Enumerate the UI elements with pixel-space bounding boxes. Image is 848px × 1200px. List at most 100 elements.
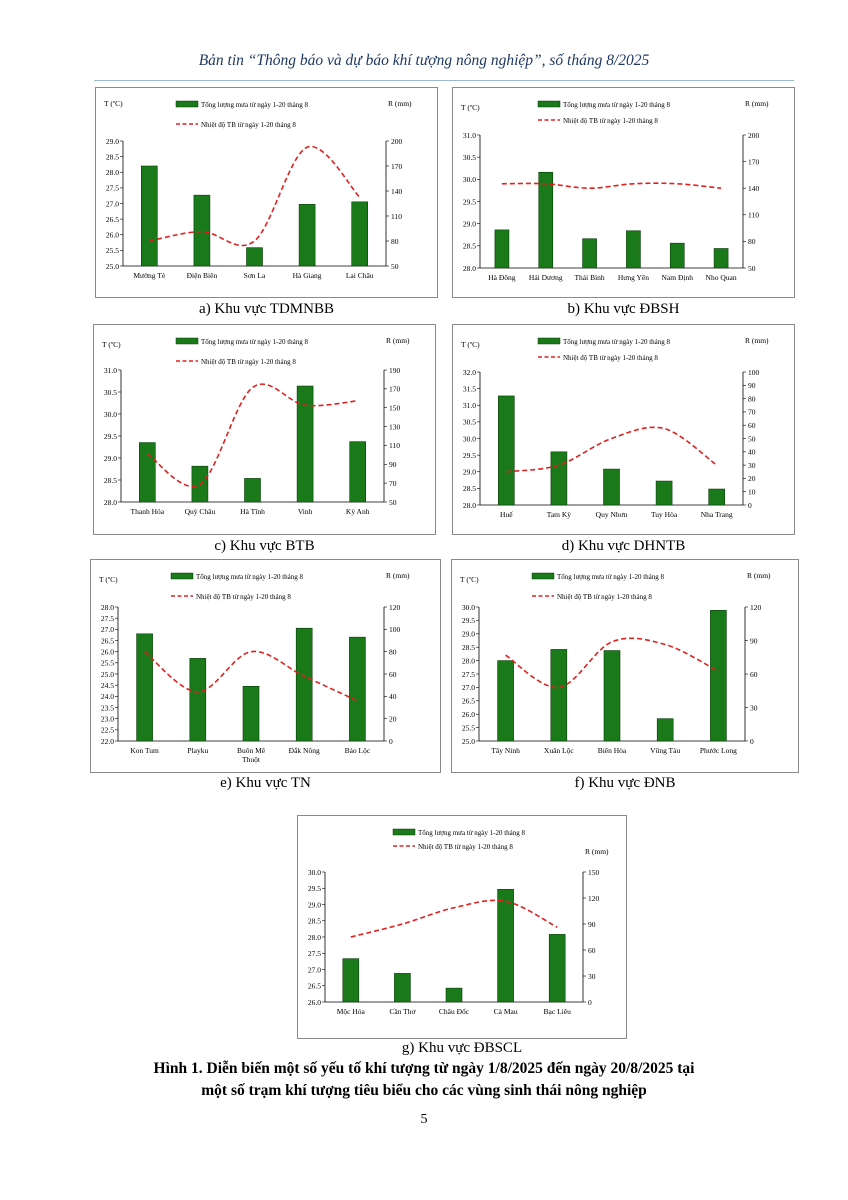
category-label: Đắk Nông xyxy=(289,746,320,755)
left-tick-label: 29.0 xyxy=(462,630,475,639)
category-label: Vinh xyxy=(298,507,313,516)
left-tick-label: 25.0 xyxy=(462,737,475,746)
right-tick-label: 50 xyxy=(389,498,397,507)
rain-bar xyxy=(538,171,554,269)
category-label: Kon Tum xyxy=(130,746,159,755)
rain-bar xyxy=(298,204,316,267)
right-tick-label: 90 xyxy=(750,636,758,645)
rain-bar xyxy=(193,194,211,267)
caption-btb: c) Khu vực BTB xyxy=(214,538,315,554)
left-tick-label: 30.0 xyxy=(463,175,476,184)
rain-bar xyxy=(708,488,725,506)
left-tick-label: 27.0 xyxy=(101,625,114,634)
category-label: Châu Đốc xyxy=(439,1007,470,1016)
chart-plot: 26.0 26.5 27.0 27.5 28.0 28.5 29.0 29.5 30.0 0 30 6… xyxy=(308,828,609,1016)
right-tick-label: 80 xyxy=(389,647,397,656)
category-label: Biên Hòa xyxy=(598,746,627,755)
right-tick-label: 110 xyxy=(389,441,400,450)
rain-bar xyxy=(626,230,641,269)
legend-bar-label: Tổng lượng mưa từ ngày 1-20 tháng 8 xyxy=(196,573,304,581)
left-tick-label: 26.0 xyxy=(462,710,475,719)
legend-bar-swatch xyxy=(175,100,199,108)
category-label: Cần Thơ xyxy=(389,1007,416,1016)
right-tick-label: 200 xyxy=(391,137,403,146)
legend-bar-swatch xyxy=(537,100,561,108)
left-tick-label: 28.5 xyxy=(104,476,117,485)
rain-bar xyxy=(669,242,685,269)
left-tick-label: 29.5 xyxy=(463,197,476,206)
right-axis-title: R (mm) xyxy=(745,99,769,108)
left-tick-label: 29.0 xyxy=(463,468,476,477)
right-tick-label: 0 xyxy=(748,501,752,510)
category-label: Hà Tĩnh xyxy=(240,507,265,516)
right-tick-label: 190 xyxy=(389,366,401,375)
rain-bar xyxy=(246,247,263,267)
left-tick-label: 23.5 xyxy=(101,703,114,712)
left-tick-label: 28.5 xyxy=(308,917,321,926)
category-label: Bảo Lộc xyxy=(345,746,371,755)
caption-tn: e) Khu vực TN xyxy=(220,775,311,791)
right-tick-label: 20 xyxy=(389,714,397,723)
right-tick-label: 170 xyxy=(391,162,403,171)
left-tick-label: 25.0 xyxy=(101,670,114,679)
category-label: Hà Giang xyxy=(293,271,322,280)
left-tick-label: 27.5 xyxy=(106,184,119,193)
caption-tdmnbb: a) Khu vực TDMNBB xyxy=(199,301,334,317)
chart-dnb: 25.0 25.5 26.0 26.5 27.0 27.5 28.0 28.5 29.0 29.5… xyxy=(451,559,799,773)
right-axis-title: R (mm) xyxy=(585,847,609,856)
caption-dhntb: d) Khu vực DHNTB xyxy=(561,538,686,554)
temperature-line xyxy=(505,637,719,689)
category-label: Kỳ Anh xyxy=(346,507,370,516)
legend-bar-label: Tổng lượng mưa từ ngày 1-20 tháng 8 xyxy=(201,101,309,109)
rain-bar xyxy=(582,238,597,269)
right-tick-label: 130 xyxy=(389,422,401,431)
right-tick-label: 170 xyxy=(748,157,760,166)
left-tick-label: 27.0 xyxy=(308,965,321,974)
category-label: Thanh Hóa xyxy=(131,507,165,516)
right-tick-label: 90 xyxy=(588,920,596,929)
legend-bar-label: Tổng lượng mưa từ ngày 1-20 tháng 8 xyxy=(201,338,309,346)
legend-line-label: Nhiệt độ TB từ ngày 1-20 tháng 8 xyxy=(557,593,652,601)
caption-dbsh: b) Khu vực ĐBSH xyxy=(567,301,680,317)
chart-plot: 25.0 25.5 26.0 26.5 27.0 27.5 28.0 28.5 29.0 50 80… xyxy=(104,99,412,280)
right-tick-label: 200 xyxy=(748,131,760,140)
category-label: Hưng Yên xyxy=(618,273,649,282)
right-axis-title: R (mm) xyxy=(386,571,410,580)
rain-bar xyxy=(242,685,260,742)
left-tick-label: 26.0 xyxy=(308,998,321,1007)
rain-bar xyxy=(655,480,673,506)
left-tick-label: 30.5 xyxy=(104,388,117,397)
left-tick-label: 29.5 xyxy=(104,432,117,441)
rain-bar xyxy=(349,441,366,503)
right-tick-label: 90 xyxy=(748,381,756,390)
left-tick-label: 28.0 xyxy=(101,603,114,612)
category-label: Cà Mau xyxy=(494,1007,518,1016)
legend-bar-swatch xyxy=(392,828,416,836)
right-tick-label: 150 xyxy=(389,404,401,413)
left-tick-label: 28.0 xyxy=(463,501,476,510)
left-tick-label: 27.5 xyxy=(308,949,321,958)
left-tick-label: 26.5 xyxy=(462,697,475,706)
temperature-line xyxy=(144,650,358,702)
rain-bar xyxy=(244,478,261,503)
legend-line-label: Nhiệt độ TB từ ngày 1-20 tháng 8 xyxy=(201,358,296,366)
rain-bar xyxy=(394,973,411,1003)
caption-dnb: f) Khu vực ĐNB xyxy=(574,775,676,791)
left-axis-title: T (ºC) xyxy=(102,340,121,349)
rain-bar xyxy=(497,395,515,506)
rain-bar xyxy=(351,201,368,267)
left-tick-label: 29.5 xyxy=(462,616,475,625)
left-tick-label: 27.0 xyxy=(462,683,475,692)
right-tick-label: 60 xyxy=(588,946,596,955)
right-tick-label: 140 xyxy=(748,184,760,193)
right-axis-title: R (mm) xyxy=(745,336,769,345)
right-tick-label: 20 xyxy=(748,474,756,483)
left-tick-label: 25.5 xyxy=(101,659,114,668)
right-tick-label: 30 xyxy=(750,703,758,712)
left-tick-label: 30.0 xyxy=(104,410,117,419)
right-tick-label: 120 xyxy=(750,603,762,612)
right-tick-label: 90 xyxy=(389,460,397,469)
right-tick-label: 40 xyxy=(389,692,397,701)
temperature-line xyxy=(149,145,361,247)
rain-bar xyxy=(710,610,727,742)
